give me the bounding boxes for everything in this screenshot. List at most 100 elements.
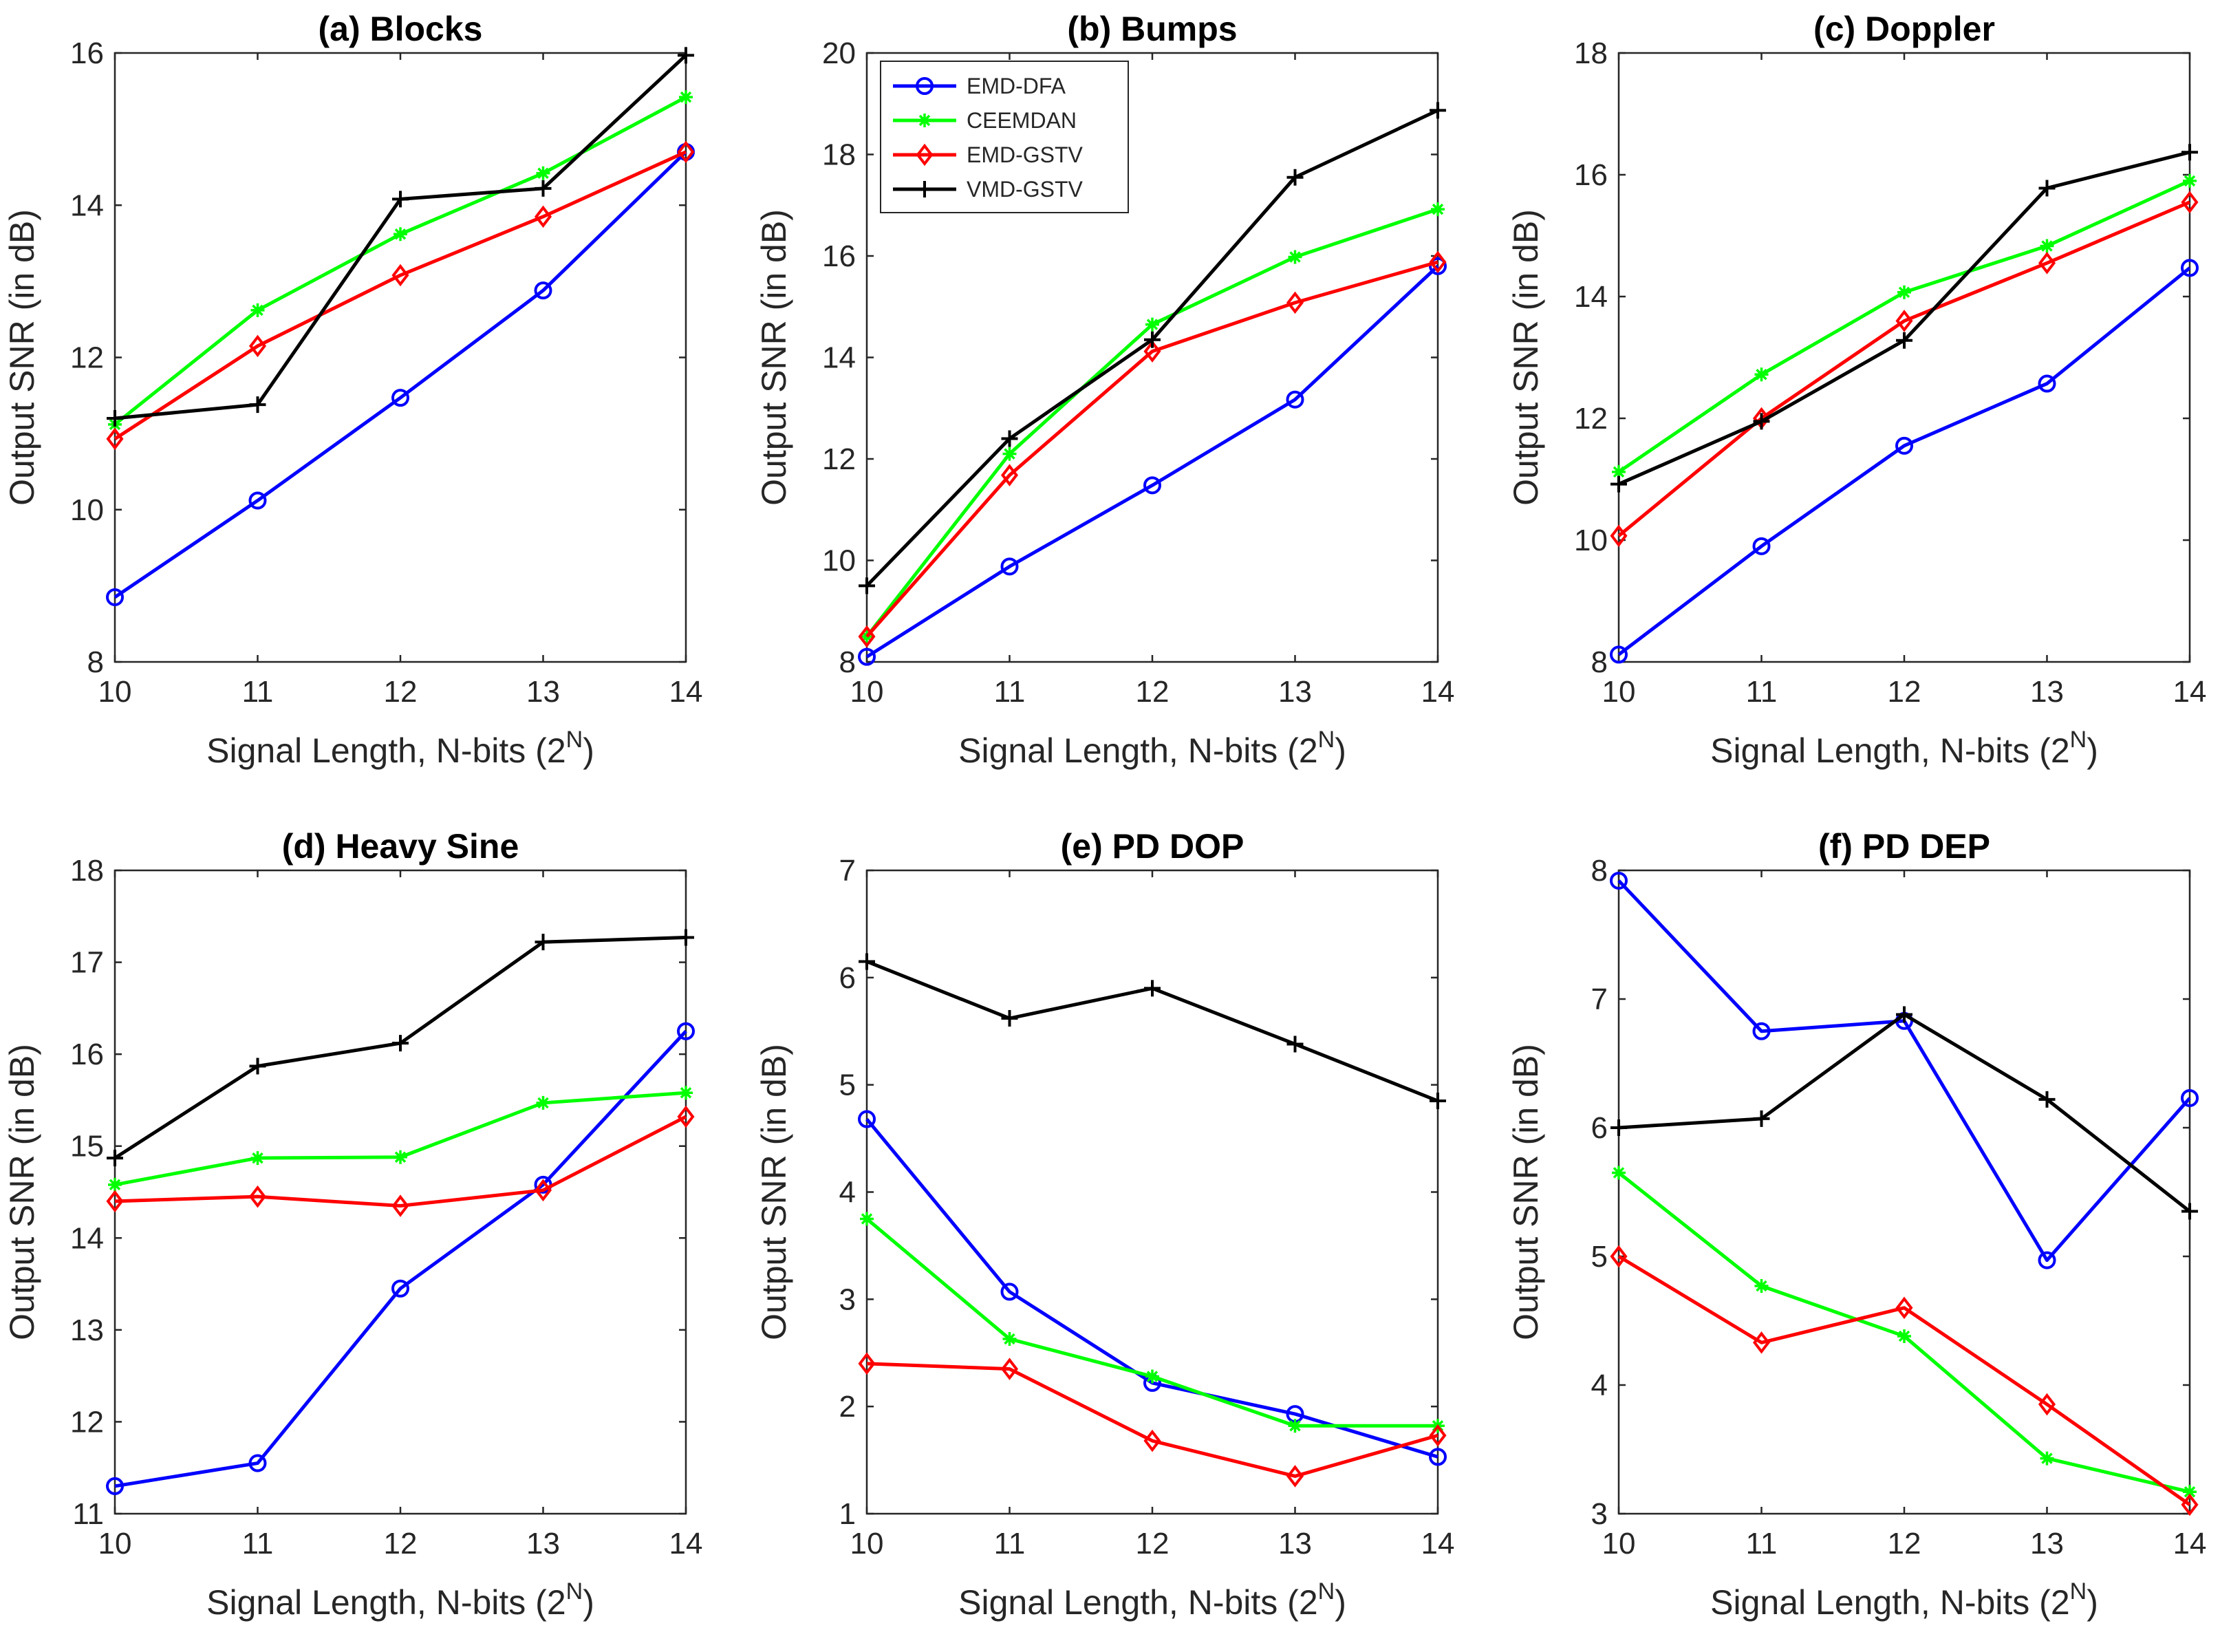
data-point-emd-dfa [858,1110,876,1128]
panel-title: (f) PD DEP [1818,827,1990,866]
x-axis-label: Signal Length, N-bits (2N) [206,1578,594,1622]
data-point-vmd-gstv [1001,430,1018,447]
data-point-emd-dfa [1286,390,1304,409]
data-point-vmd-gstv [2038,180,2056,197]
data-point-vmd-gstv [1286,169,1304,186]
x-tick-label: 12 [384,1527,418,1560]
x-tick-label: 14 [1421,1527,1455,1560]
series-line-emd-dfa [114,151,687,599]
x-tick-label: 11 [1746,1527,1778,1560]
data-point-emd-dfa [2181,259,2199,277]
data-point-emd-dfa [106,1477,124,1495]
series-vmd-gstv [859,953,1446,1110]
y-axis-label: Output SNR (in dB) [1507,1044,1545,1340]
data-point-emd-gstv [391,264,409,287]
series-ceemdan [1612,173,2197,479]
series-line-emd-dfa [865,264,1439,658]
y-tick-label: 16 [1574,158,1608,192]
y-tick-label: 18 [70,854,104,888]
y-tick-label: 13 [70,1313,104,1347]
series-vmd-gstv [859,102,1446,594]
series-emd-gstv [858,1352,1447,1488]
y-tick-label: 10 [1574,524,1608,557]
data-point-emd-gstv [248,1185,267,1208]
y-tick-label: 5 [839,1069,856,1102]
series-line-emd-gstv [114,1115,687,1208]
panel-title: (b) Bumps [1067,10,1237,48]
y-tick-label: 16 [70,1038,104,1071]
data-point-ceemdan [2040,239,2054,253]
data-point-emd-dfa [858,647,876,666]
x-tick-label: 13 [1278,675,1312,709]
panel-pd-dep: (f) PD DEP 10 11 12 13 14 3 4 5 6 7 8 Signal Length,… [1507,827,2206,1622]
panel-title: (e) PD DOP [1061,827,1244,866]
series-line-emd-gstv [865,260,1438,638]
data-point-ceemdan [394,1150,407,1164]
y-axis-label: Output SNR (in dB) [1507,209,1545,506]
data-point-emd-gstv [858,625,876,648]
data-point-ceemdan [2183,173,2197,188]
data-point-vmd-gstv [1896,332,1912,349]
plot-area [1617,869,2191,1515]
data-point-vmd-gstv [1753,1110,1770,1127]
data-point-vmd-gstv [249,396,266,414]
series-emd-dfa [106,142,695,606]
y-axis-label: Output SNR (in dB) [755,209,793,506]
x-tick-label: 12 [1888,1527,1921,1560]
data-point-ceemdan [1145,1369,1159,1384]
y-tick-label: 4 [839,1176,856,1210]
data-point-emd-dfa [1752,537,1771,555]
x-tick-label: 13 [1278,1527,1312,1560]
data-point-emd-gstv [1895,310,1913,332]
x-tick-label: 14 [1421,675,1455,709]
series-emd-gstv [106,140,695,451]
data-point-emd-dfa [248,491,267,510]
series-line-emd-dfa [114,1030,687,1488]
y-tick-label: 16 [822,239,856,273]
y-tick-label: 14 [70,1221,104,1255]
y-tick-label: 2 [839,1390,856,1424]
y-tick-label: 20 [822,36,856,70]
series-ceemdan [108,1086,693,1192]
y-tick-label: 14 [822,341,856,375]
data-point-vmd-gstv [1896,1006,1912,1023]
y-tick-label: 17 [70,946,104,980]
data-point-emd-gstv [391,1194,409,1217]
x-tick-label: 12 [1136,675,1170,709]
data-point-emd-gstv [2181,1493,2199,1516]
data-point-ceemdan [1288,1419,1302,1433]
data-point-emd-gstv [534,205,552,228]
x-tick-label: 13 [2030,1527,2064,1560]
legend: EMD-DFA CEEMDAN EMD-GSTV VMD-GSTV [880,61,1129,213]
data-point-emd-gstv [1610,524,1628,548]
data-point-emd-gstv [2038,1393,2056,1416]
y-tick-label: 6 [839,961,856,995]
x-axis-label: Signal Length, N-bits (2N) [206,727,594,770]
data-point-ceemdan [1288,250,1302,264]
data-point-emd-gstv [677,140,695,164]
data-point-vmd-gstv [1610,1119,1627,1136]
data-point-emd-gstv [1143,340,1161,363]
data-point-emd-gstv [2038,252,2056,275]
data-point-emd-dfa [2181,1088,2199,1107]
data-point-vmd-gstv [1144,980,1161,997]
x-axis-label-superscript: N [566,1578,583,1605]
x-tick-label: 10 [850,1527,884,1560]
x-tick-label: 13 [2030,675,2064,709]
legend-label-ceemdan: CEEMDAN [967,108,1077,133]
data-point-ceemdan [1145,317,1159,332]
series-line-emd-gstv [114,150,687,440]
data-point-vmd-gstv [535,934,552,951]
data-point-vmd-gstv [2038,1091,2056,1108]
legend-label-emd-dfa: EMD-DFA [967,74,1066,98]
legend-marker-ceemdan [918,114,931,127]
data-point-emd-dfa [1000,1283,1019,1301]
data-point-emd-gstv [1286,291,1304,314]
y-tick-label: 8 [1591,854,1608,888]
x-tick-label: 13 [526,1527,560,1560]
data-point-emd-gstv [1286,1465,1304,1488]
x-axis-label: Signal Length, N-bits (2N) [1710,1578,2098,1622]
